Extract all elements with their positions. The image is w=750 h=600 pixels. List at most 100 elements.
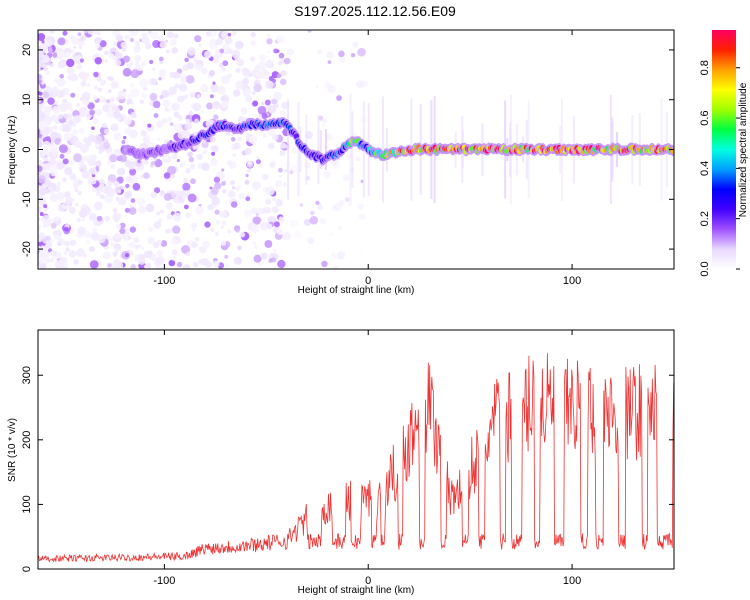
- spectrogram-noise-blob: [250, 207, 258, 215]
- spectrogram-noise-blob: [199, 109, 204, 114]
- spectrogram-noise-blob: [251, 90, 256, 95]
- spectrogram-noise-blob: [254, 245, 258, 249]
- spectrogram-noise-blob: [56, 162, 64, 170]
- spectrogram-noise-blob: [59, 153, 65, 159]
- spectrogram-noise-blob: [40, 217, 45, 222]
- spectrogram-noise-blob: [352, 41, 359, 48]
- spectrogram-noise-blob: [187, 62, 195, 70]
- snr-x-ticks: -100 0 100: [153, 330, 581, 587]
- spectrogram-noise-blob: [45, 235, 51, 242]
- spectrogram-noise-blob: [189, 163, 196, 170]
- colorbar: 0.0 0.2 0.4 0.6 0.8 Normalized spectral ampl…: [699, 30, 749, 277]
- spectrogram-noise-blob: [38, 175, 46, 184]
- snr-series-line: [38, 353, 674, 563]
- spectrogram-noise-blob: [82, 137, 90, 144]
- spectrogram-noise-blob: [192, 228, 196, 232]
- spectrogram-noise-blob: [221, 220, 227, 226]
- x-tick-label: 100: [563, 575, 581, 587]
- spectrogram-noise-blob: [111, 242, 116, 247]
- spectrogram-noise-blob: [262, 173, 269, 181]
- spectrogram-noise-blob: [78, 180, 83, 185]
- spectrogram-noise-blob: [52, 125, 58, 130]
- spectrogram-noise-blob: [56, 191, 65, 201]
- spectrogram-noise-blob: [325, 133, 333, 141]
- spectrogram-noise-blob: [65, 51, 70, 56]
- spectrogram-noise-blob: [187, 46, 197, 56]
- colorbar-tick-label: 0.4: [699, 161, 711, 176]
- spectrogram-noise-blob: [128, 207, 137, 215]
- spectrogram-noise-blob: [44, 69, 51, 76]
- spectrogram-noise-blob: [219, 213, 224, 218]
- spectrogram-noise-blob: [303, 218, 311, 226]
- spectrogram-noise-blob: [89, 260, 99, 269]
- spectrogram-noise-blob: [171, 47, 179, 54]
- snr-y-label: SNR (10 * v/v): [7, 418, 18, 482]
- spectrogram-streak: [349, 93, 352, 206]
- snr-x-label: Height of straight line (km): [298, 585, 415, 596]
- spectrogram-streak: [324, 128, 327, 171]
- spectrogram-noise-blob: [358, 213, 366, 220]
- y-tick-label: -10: [21, 191, 33, 207]
- spectrogram-noise-blob: [265, 80, 274, 89]
- spectrogram-noise-blob: [192, 102, 202, 112]
- spectrogram-noise-blob: [166, 31, 174, 39]
- spectrogram-noise-blob: [59, 73, 64, 79]
- spectrogram-noise-blob: [55, 265, 60, 269]
- spectrogram-noise-blob: [293, 230, 302, 239]
- spectrogram-noise-blob: [258, 53, 267, 62]
- spectrogram-noise-blob: [128, 241, 135, 249]
- spectrogram-noise-blob: [92, 95, 98, 101]
- spectrogram-streak: [351, 111, 354, 188]
- spectrogram-noise-blob: [253, 254, 262, 263]
- spectrogram-noise-blob: [73, 45, 77, 49]
- spectrogram-noise-blob: [148, 226, 154, 233]
- spectrogram-noise-blob: [333, 202, 343, 212]
- spectrogram-noise-blob: [98, 149, 103, 154]
- spectrogram-noise-blob: [107, 50, 111, 54]
- spectrogram-noise-blob: [50, 148, 59, 157]
- spectrogram-noise-blob: [115, 97, 120, 102]
- spectrogram-noise-blob: [168, 89, 173, 94]
- spectrogram-noise-blob: [64, 226, 69, 232]
- spectrogram-noise-blob: [224, 263, 230, 269]
- spectrogram-noise-blob: [233, 142, 241, 150]
- spectrogram-noise-blob: [160, 266, 165, 269]
- spectrogram-noise-blob: [145, 43, 152, 50]
- spectrogram-noise-blob: [204, 221, 211, 228]
- spectrogram-noise-blob: [284, 168, 288, 173]
- spectrogram-noise-blob: [39, 82, 46, 89]
- spectrogram-noise-blob: [63, 132, 72, 141]
- spectrogram-noise-blob: [42, 214, 50, 222]
- spectrogram-noise-blob: [107, 263, 112, 268]
- spectrogram-noise-blob: [73, 153, 82, 163]
- spectrogram-streak: [317, 114, 320, 185]
- spectrogram-noise-blob: [40, 105, 44, 110]
- spectrogram-noise-blob: [256, 207, 264, 215]
- spectrogram-noise-blob: [65, 102, 73, 110]
- spectrogram-noise-blob: [39, 262, 47, 269]
- spectrogram-noise-blob: [102, 98, 106, 102]
- spectrogram-noise-blob: [222, 189, 227, 194]
- spectrogram-noise-blob: [95, 108, 103, 116]
- spectrogram-noise-blob: [222, 60, 229, 67]
- spectrogram-noise-blob: [133, 45, 141, 53]
- spectrogram-noise-blob: [248, 135, 258, 144]
- spectrogram-noise-blob: [112, 251, 118, 257]
- spectrogram-noise-blob: [65, 196, 73, 205]
- spectrogram-noise-blob: [156, 120, 164, 128]
- spectrogram-noise-blob: [244, 147, 252, 156]
- spectrogram-noise-blob: [185, 251, 191, 257]
- spectrogram-noise-blob: [176, 239, 181, 244]
- spectrogram-noise-blob: [96, 76, 102, 82]
- figure-title: S197.2025.112.12.56.E09: [294, 3, 456, 19]
- spectrogram-noise-blob: [45, 127, 51, 133]
- spectrogram-noise-blob: [112, 212, 121, 222]
- spectrogram-noise-blob: [172, 225, 181, 234]
- spectrogram-noise-blob: [167, 165, 177, 175]
- spectrogram-noise-blob: [48, 48, 53, 53]
- spectrogram-noise-blob: [332, 265, 339, 269]
- spectrogram-noise-blob: [221, 168, 225, 172]
- spectrogram-noise-blob: [66, 66, 75, 75]
- spectrogram-noise-blob: [124, 127, 133, 136]
- spectrogram-noise-blob: [171, 249, 178, 256]
